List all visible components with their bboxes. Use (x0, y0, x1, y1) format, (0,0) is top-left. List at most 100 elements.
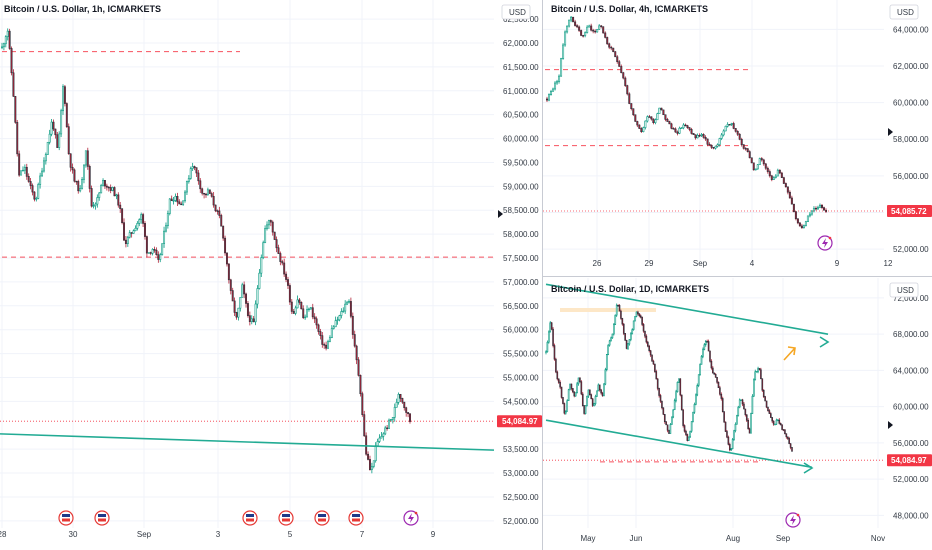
price-axis[interactable]: 62,500.00 62,000.00 61,500.00 61,000.00 60,5… (503, 15, 539, 526)
candle-body (610, 46, 613, 49)
candle-body (220, 215, 223, 227)
candle-body (661, 400, 663, 409)
candle-body (587, 389, 590, 397)
currency-label: USD (509, 8, 526, 17)
price-marker-icon (888, 421, 893, 429)
price-axis-bg[interactable] (886, 0, 932, 262)
candle-body (743, 403, 745, 410)
price-axis-bg[interactable] (886, 278, 932, 528)
candle-body (4, 36, 7, 45)
candle-body (25, 166, 28, 177)
candle-body (365, 435, 368, 455)
chart-4h-panel[interactable]: 64,000.00 62,000.00 60,000.00 58,000.00 56,0… (543, 0, 932, 268)
candle-body (73, 169, 76, 182)
candle-body (649, 350, 652, 356)
candle-body (654, 119, 657, 123)
price-tick-label: 55,000.00 (503, 373, 539, 382)
candle-body (210, 193, 213, 197)
candle-body (767, 406, 769, 411)
chart-1h-panel[interactable]: 62,500.00 62,000.00 61,500.00 61,000.00 60,5… (0, 0, 542, 539)
channel-lower-line[interactable] (545, 419, 813, 469)
candle-body (713, 372, 716, 375)
chart-1d-panel[interactable]: 72,000.00 68,000.00 64,000.00 60,000.00 56,0… (543, 278, 932, 543)
candle-body (650, 116, 653, 120)
candle-body (802, 225, 805, 229)
candle-body (380, 436, 383, 439)
flag-event-icon-band (246, 517, 254, 519)
candle-body (388, 419, 390, 429)
candle-body (227, 263, 230, 281)
currency-label: USD (897, 286, 914, 295)
candle-body (604, 32, 607, 38)
candle-body (275, 239, 278, 249)
candle-body (760, 158, 763, 161)
lightning-icon-dot (414, 511, 418, 515)
candle-body (622, 72, 625, 79)
support-levels (545, 69, 748, 147)
candle-body (558, 75, 561, 82)
time-axis[interactable]: May Jun Aug Sep Nov (580, 534, 885, 543)
price-tick-label: 56,500.00 (503, 302, 539, 311)
price-tick-label: 53,500.00 (503, 445, 539, 454)
candle-body (178, 201, 181, 205)
candle-body (555, 358, 557, 373)
price-tick-label: 48,000.00 (893, 511, 929, 520)
candle-body (598, 384, 601, 391)
candle-body (288, 285, 291, 303)
time-axis[interactable]: 26 29 Sep 4 9 12 (593, 259, 893, 268)
currency-box[interactable] (501, 4, 531, 20)
candle-body (69, 153, 72, 168)
event-icons[interactable] (58, 510, 419, 526)
price-axis-bg[interactable] (496, 0, 542, 528)
price-tick-label: 52,000.00 (893, 245, 929, 254)
candle-body (567, 389, 570, 401)
candle-body (680, 127, 683, 129)
candle-body (556, 371, 559, 380)
candle-body (760, 369, 762, 380)
candle-body (744, 408, 747, 416)
lightning-icon[interactable] (817, 235, 833, 251)
candle-body (741, 399, 744, 405)
trendline[interactable] (0, 433, 495, 451)
candle-body (596, 29, 599, 33)
candle-body (554, 82, 557, 90)
candle-body (704, 341, 707, 346)
flag-event-icon-band (352, 514, 360, 517)
candle-body (65, 103, 68, 127)
candle-body (606, 37, 609, 45)
candle-body (604, 369, 607, 385)
price-tick-label: 72,000.00 (893, 294, 929, 303)
candle-body (692, 411, 694, 422)
candle-body (686, 125, 689, 128)
candle-body (770, 175, 773, 180)
candle-body (159, 254, 162, 260)
candle-body (579, 377, 581, 383)
candle-body (319, 331, 322, 336)
candle-body (109, 187, 112, 191)
candle-body (243, 284, 246, 295)
candle-body (638, 124, 641, 129)
candle-body (566, 400, 569, 412)
candle-body (692, 133, 695, 135)
flag-event-icon-band (98, 514, 106, 517)
price-axis[interactable]: 72,000.00 68,000.00 64,000.00 60,000.00 56,0… (893, 294, 929, 520)
channel-upper-line[interactable] (545, 283, 829, 335)
candle-body (602, 26, 605, 34)
candle-body (287, 279, 289, 286)
candle-body (670, 123, 673, 129)
lightning-icon[interactable] (785, 512, 801, 528)
candle-body (702, 349, 704, 357)
candle-body (199, 180, 202, 190)
candle-body (654, 363, 656, 372)
candle-body (90, 188, 93, 207)
currency-box[interactable] (889, 282, 919, 298)
candle-body (560, 58, 563, 77)
candle-body (612, 47, 615, 53)
candle-body (737, 406, 740, 417)
candle-body (756, 164, 759, 170)
candle-body (336, 319, 339, 321)
time-axis[interactable]: 28 30 Sep 3 5 7 9 (0, 530, 436, 539)
currency-box[interactable] (889, 4, 919, 20)
candle-body (584, 32, 587, 36)
